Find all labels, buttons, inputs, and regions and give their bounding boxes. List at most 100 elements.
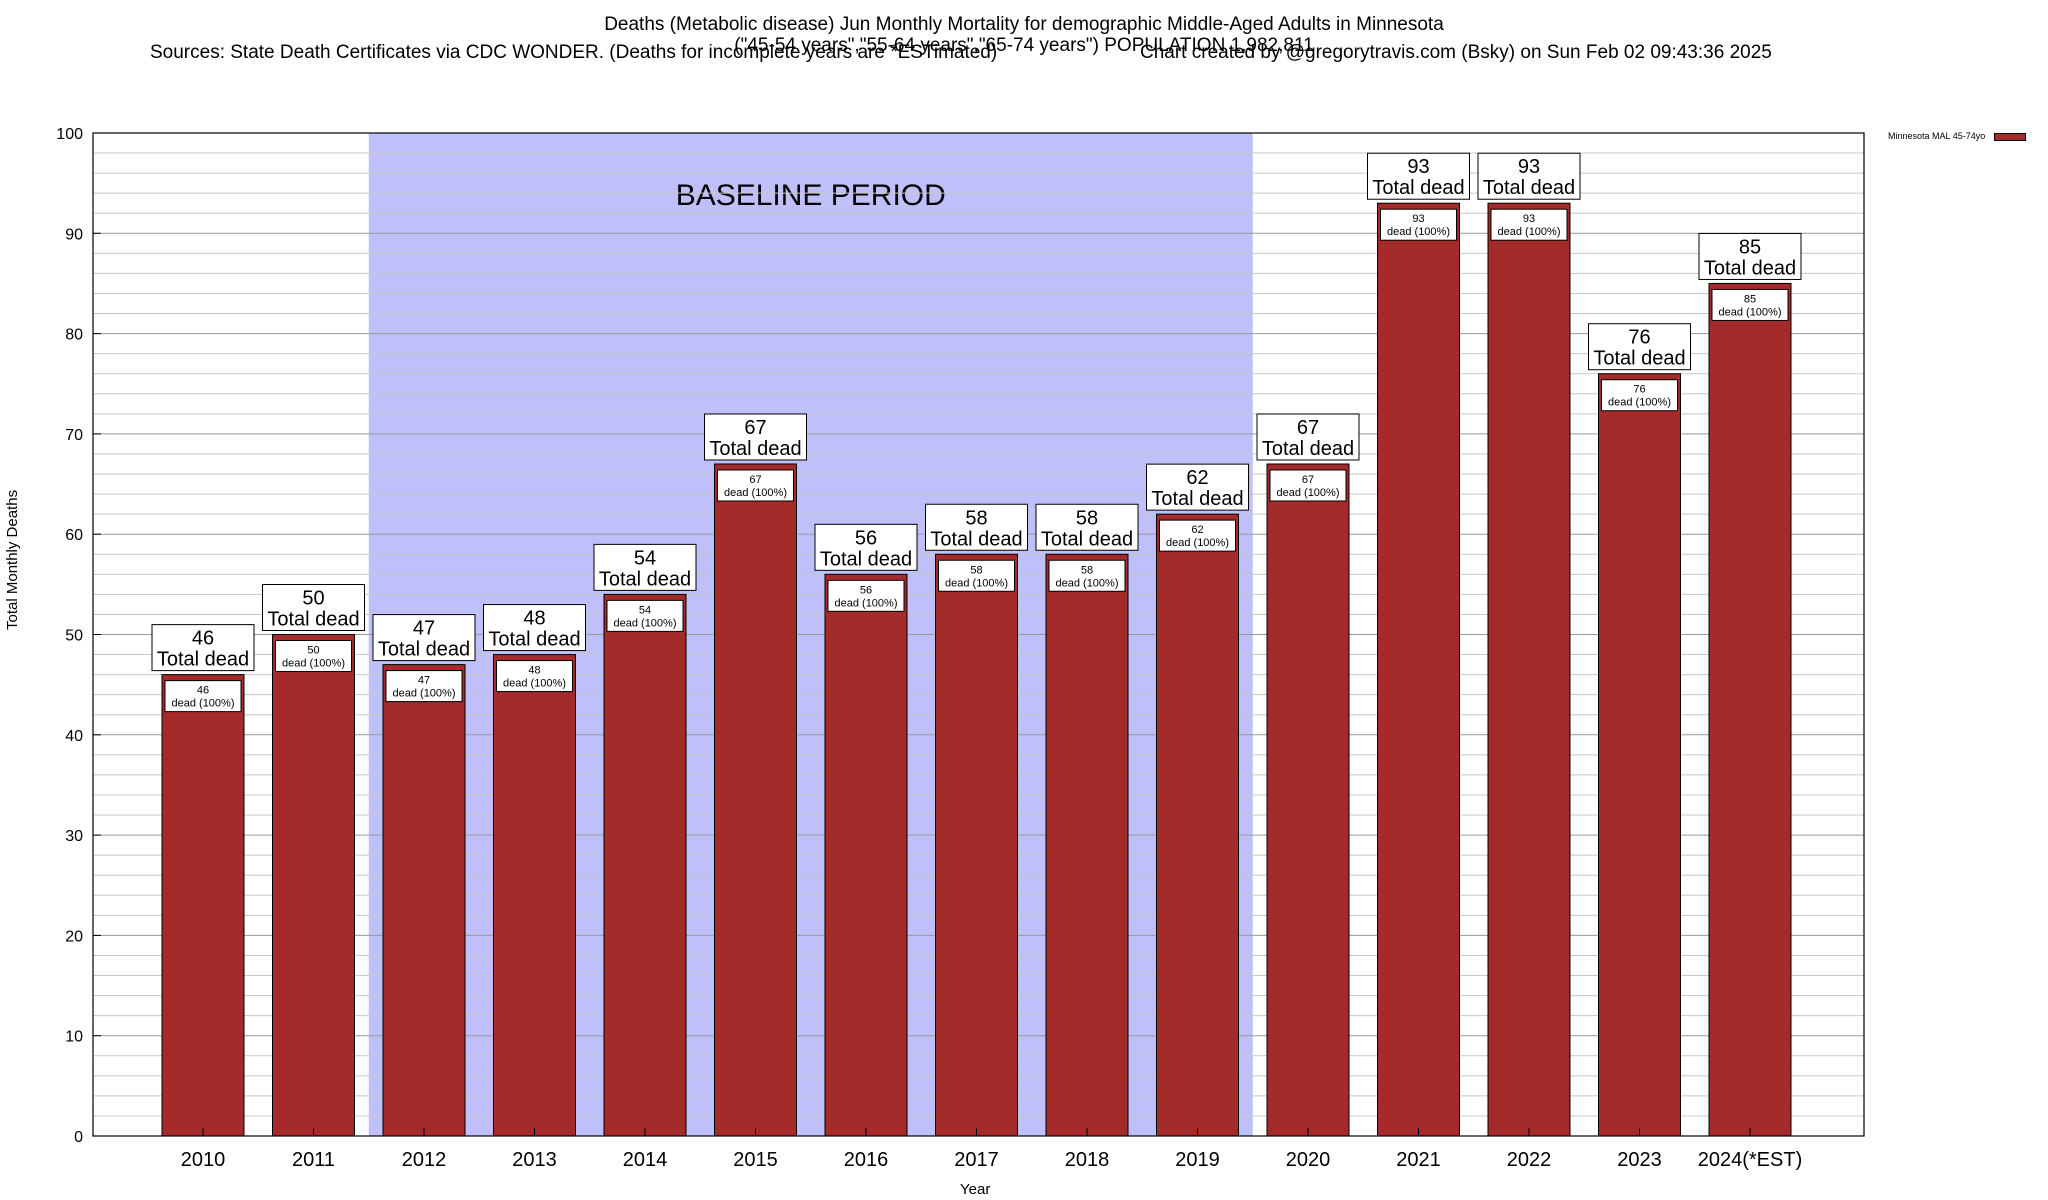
bar-inner-label-box <box>606 599 684 632</box>
chart-title-line-1: Deaths (Metabolic disease) Jun Monthly M… <box>604 14 1444 35</box>
x-tick-label: 2022 <box>1507 1149 1552 1171</box>
chart-credit-text: Chart created by @gregorytravis.com (Bsk… <box>1140 42 1772 63</box>
bar-inner-value: 85 <box>1744 293 1756 305</box>
bar-total-label-box <box>483 604 586 652</box>
bar-inner-value: 47 <box>418 675 430 687</box>
bar-inner-label-box <box>938 559 1015 592</box>
y-tick-label: 70 <box>65 427 83 444</box>
x-tick-label: 2016 <box>844 1149 889 1171</box>
bar-inner-label: dead (100%) <box>724 487 787 499</box>
bar-inner-label-box <box>1490 208 1568 241</box>
bar-total-value: 67 <box>744 417 766 439</box>
bar <box>272 634 355 1137</box>
bar-total-label: Total dead <box>267 609 359 631</box>
bar-total-label-box <box>151 624 255 672</box>
y-tick-label: 0 <box>74 1129 83 1146</box>
bar-total-value: 50 <box>302 588 324 610</box>
bar-total-label-box <box>1477 152 1581 200</box>
bar-total-label-box <box>372 614 476 662</box>
bar-inner-label: dead (100%) <box>1387 226 1450 238</box>
bar-inner-value: 46 <box>197 685 209 697</box>
bar-total-label-box <box>262 584 365 631</box>
y-tick-label: 90 <box>65 226 83 243</box>
bar-total-label-box <box>1698 232 1802 280</box>
bar <box>1045 553 1129 1137</box>
x-tick-label: 2024(*EST) <box>1698 1149 1803 1171</box>
bar-total-value: 48 <box>523 608 545 630</box>
bar-inner-label-box <box>164 680 242 713</box>
bar-inner-value: 54 <box>639 604 651 616</box>
bar-inner-value: 58 <box>1081 564 1093 576</box>
bar-inner-label: dead (100%) <box>393 688 456 700</box>
bar-total-label-box <box>1146 463 1249 511</box>
bar-inner-label-box <box>717 469 794 502</box>
bar-inner-label: dead (100%) <box>172 698 235 710</box>
bar <box>714 463 797 1137</box>
x-tick-label: 2012 <box>402 1149 447 1171</box>
bar <box>603 593 687 1137</box>
x-tick-label: 2020 <box>1286 1149 1331 1171</box>
bar-inner-label: dead (100%) <box>1277 487 1340 499</box>
bar-inner-label-box <box>1380 208 1457 241</box>
bar-total-label: Total dead <box>488 629 580 651</box>
bar <box>1266 463 1350 1137</box>
bar-total-label: Total dead <box>709 438 801 460</box>
bar-total-label: Total dead <box>1151 488 1243 510</box>
bar <box>1377 202 1460 1137</box>
bar-inner-label: dead (100%) <box>503 678 566 690</box>
legend-label: Minnesota MAL 45-74yo <box>1888 131 1986 141</box>
bar-inner-value: 56 <box>860 584 872 596</box>
bar-inner-value: 93 <box>1412 213 1424 225</box>
bar-inner-label-box <box>1711 288 1789 321</box>
chart-title-block: Deaths (Metabolic disease) Jun Monthly M… <box>0 14 2048 56</box>
bar-total-label: Total dead <box>820 548 912 570</box>
bar <box>935 553 1018 1137</box>
bar-inner-label: dead (100%) <box>835 597 898 609</box>
x-axis-label: Year <box>960 1181 991 1198</box>
y-tick-label: 40 <box>65 728 83 745</box>
bar-total-label-box <box>1367 152 1470 200</box>
bar-total-value: 58 <box>965 507 987 529</box>
x-tick-label: 2017 <box>954 1149 999 1171</box>
x-tick-label: 2018 <box>1065 1149 1110 1171</box>
bar <box>824 573 908 1137</box>
bar-inner-label: dead (100%) <box>1719 306 1782 318</box>
bar-total-label: Total dead <box>1262 438 1354 460</box>
bar-inner-value: 48 <box>528 665 540 677</box>
bar-total-value: 67 <box>1297 417 1319 439</box>
y-tick-label: 80 <box>65 327 83 344</box>
bar-total-value: 93 <box>1518 156 1540 178</box>
bar-inner-label-box <box>1601 379 1678 412</box>
bar-inner-label: dead (100%) <box>945 577 1008 589</box>
bar-total-label-box <box>1035 503 1139 551</box>
bar-total-label: Total dead <box>1483 177 1575 199</box>
bar-inner-value: 67 <box>1302 474 1314 486</box>
x-tick-label: 2014 <box>623 1149 668 1171</box>
bar-inner-value: 67 <box>749 474 761 486</box>
bar-total-label-box <box>1256 413 1360 461</box>
bar-inner-value: 50 <box>307 645 319 657</box>
bar <box>1156 513 1239 1137</box>
chart-title-line-2: ("45-54 years","55-64 years","65-74 year… <box>734 35 1314 56</box>
y-tick-label: 60 <box>65 527 83 544</box>
bar-total-label: Total dead <box>1593 348 1685 370</box>
bar <box>382 664 466 1137</box>
bar-total-label: Total dead <box>1704 257 1796 279</box>
bar-inner-label: dead (100%) <box>1608 397 1671 409</box>
bar-inner-label: dead (100%) <box>282 658 345 670</box>
bar-total-label-box <box>1588 323 1691 371</box>
bar-inner-label-box <box>827 579 905 612</box>
bar-total-label-box <box>814 523 918 571</box>
legend: Minnesota MAL 45-74yo <box>1888 131 2026 141</box>
bar-inner-value: 93 <box>1523 213 1535 225</box>
bar-total-value: 76 <box>1628 327 1650 349</box>
bar-total-value: 58 <box>1076 507 1098 529</box>
bar-total-label: Total dead <box>378 639 470 661</box>
y-axis-label: Total Monthly Deaths <box>4 489 21 630</box>
bar-total-label: Total dead <box>1372 177 1464 199</box>
bar-inner-value: 58 <box>970 564 982 576</box>
bar-inner-label: dead (100%) <box>614 617 677 629</box>
bar-inner-label-box <box>275 640 352 672</box>
bar <box>1487 202 1571 1137</box>
y-tick-label: 100 <box>56 126 83 143</box>
